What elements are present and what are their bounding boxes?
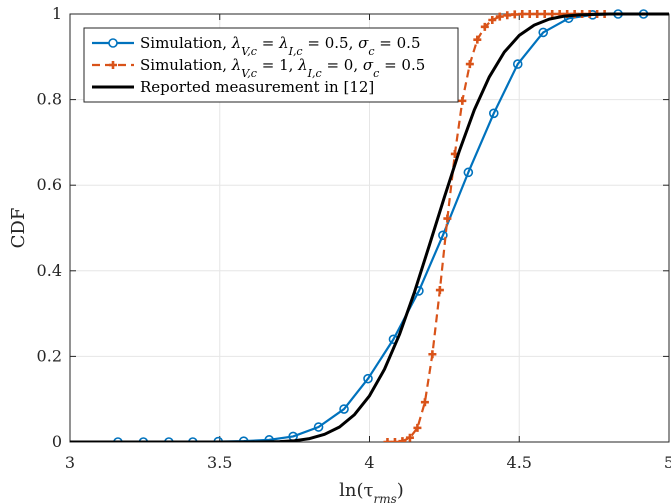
y-tick-label: 0.2 xyxy=(37,346,62,365)
y-tick-label: 0 xyxy=(52,432,62,451)
series-2-point xyxy=(383,438,392,442)
series-2-point xyxy=(458,96,467,105)
series-3 xyxy=(70,12,669,442)
y-axis-title: CDF xyxy=(8,208,29,249)
series-1-point xyxy=(512,59,523,69)
series-1-point xyxy=(538,27,549,38)
series-1-point xyxy=(138,437,149,442)
series-1-point xyxy=(339,404,349,414)
series-2-point xyxy=(473,35,482,44)
series-2-point xyxy=(503,11,512,20)
series-2-point xyxy=(533,10,542,18)
series-2-point xyxy=(420,398,429,407)
legend-box xyxy=(83,27,459,103)
series-1-point xyxy=(313,422,324,432)
series-2-point xyxy=(488,15,497,24)
y-tick-label: 0.6 xyxy=(37,175,62,194)
y-tick-label: 0.4 xyxy=(37,261,62,280)
x-tick-label: 4 xyxy=(364,453,374,472)
series-2-point xyxy=(510,10,519,19)
series-2-point xyxy=(398,437,407,442)
series-1-point xyxy=(438,230,448,241)
legend-marker-2 xyxy=(109,61,117,69)
series-1-point xyxy=(187,437,198,442)
series-2 xyxy=(383,10,609,442)
y-tick-label: 0.8 xyxy=(37,90,62,109)
legend-label-3: Reported measurement in [12] xyxy=(140,78,374,96)
legend-label-1: Simulation, λV,c = λI,c = 0.5, σc = 0.5 xyxy=(140,34,421,58)
x-axis-title: ln(τrms) xyxy=(339,480,404,504)
x-tick-label: 4.5 xyxy=(507,453,532,472)
series-1-point xyxy=(488,108,499,119)
x-tick-label: 5 xyxy=(664,453,671,472)
legend-label-2: Simulation, λV,c = 1, λI,c = 0, σc = 0.5 xyxy=(140,56,425,80)
series-2-point xyxy=(480,22,489,31)
series-2-point xyxy=(465,60,474,69)
x-tick-label: 3 xyxy=(65,453,75,472)
series-2-point xyxy=(495,12,504,21)
series-2-point xyxy=(548,10,557,18)
series-1-point xyxy=(164,437,174,442)
data-series xyxy=(70,9,669,442)
series-2-point xyxy=(413,423,422,432)
series-2-point xyxy=(390,438,399,442)
series-2-point xyxy=(435,286,444,295)
legend: Simulation, λV,c = λI,c = 0.5, σc = 0.5S… xyxy=(83,27,459,103)
y-tick-label: 1 xyxy=(52,4,62,23)
series-1-point xyxy=(463,167,474,178)
series-2-point xyxy=(540,10,549,18)
series-3-line xyxy=(70,12,669,442)
series-2-line xyxy=(387,12,605,442)
series-2-point xyxy=(405,433,414,442)
x-tick-label: 3.5 xyxy=(207,453,232,472)
series-1-point xyxy=(363,373,373,384)
series-1-point xyxy=(264,435,274,442)
series-1-point xyxy=(113,437,123,442)
series-2-point xyxy=(525,10,534,18)
series-2-point xyxy=(443,214,452,223)
legend-marker-1 xyxy=(108,38,118,48)
series-2-point xyxy=(428,350,437,359)
series-2-point xyxy=(518,10,527,18)
axis-labels: 3 3.5 4 4.5 5 0 0.2 0.4 0.6 0.8 1 ln(τrms) CDF xyxy=(8,4,671,504)
